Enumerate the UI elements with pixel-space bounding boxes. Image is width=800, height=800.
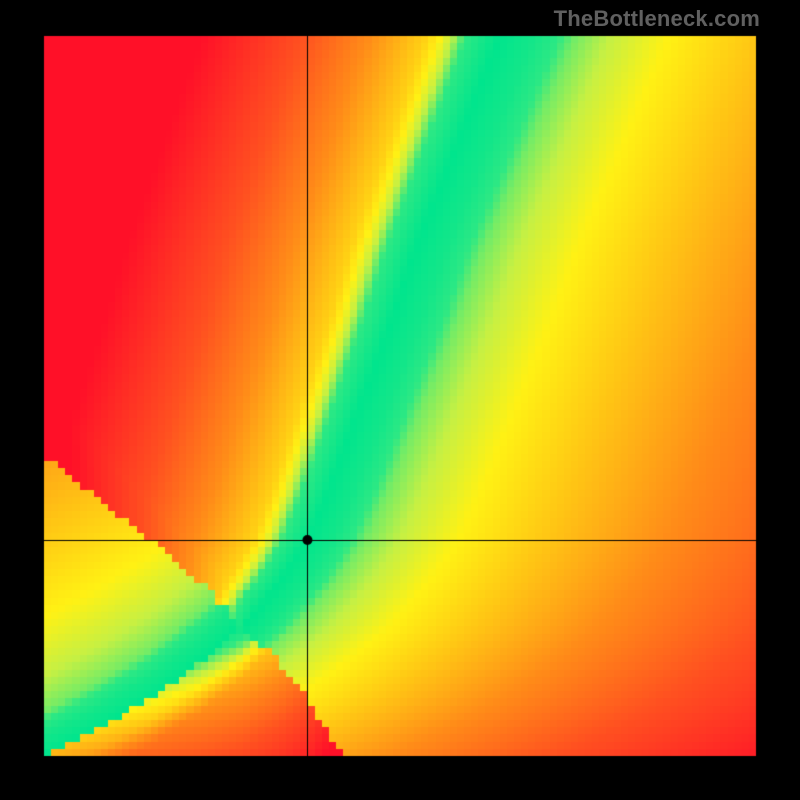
heatmap-canvas	[0, 0, 800, 800]
watermark-text: TheBottleneck.com	[554, 6, 760, 32]
figure-container: TheBottleneck.com	[0, 0, 800, 800]
